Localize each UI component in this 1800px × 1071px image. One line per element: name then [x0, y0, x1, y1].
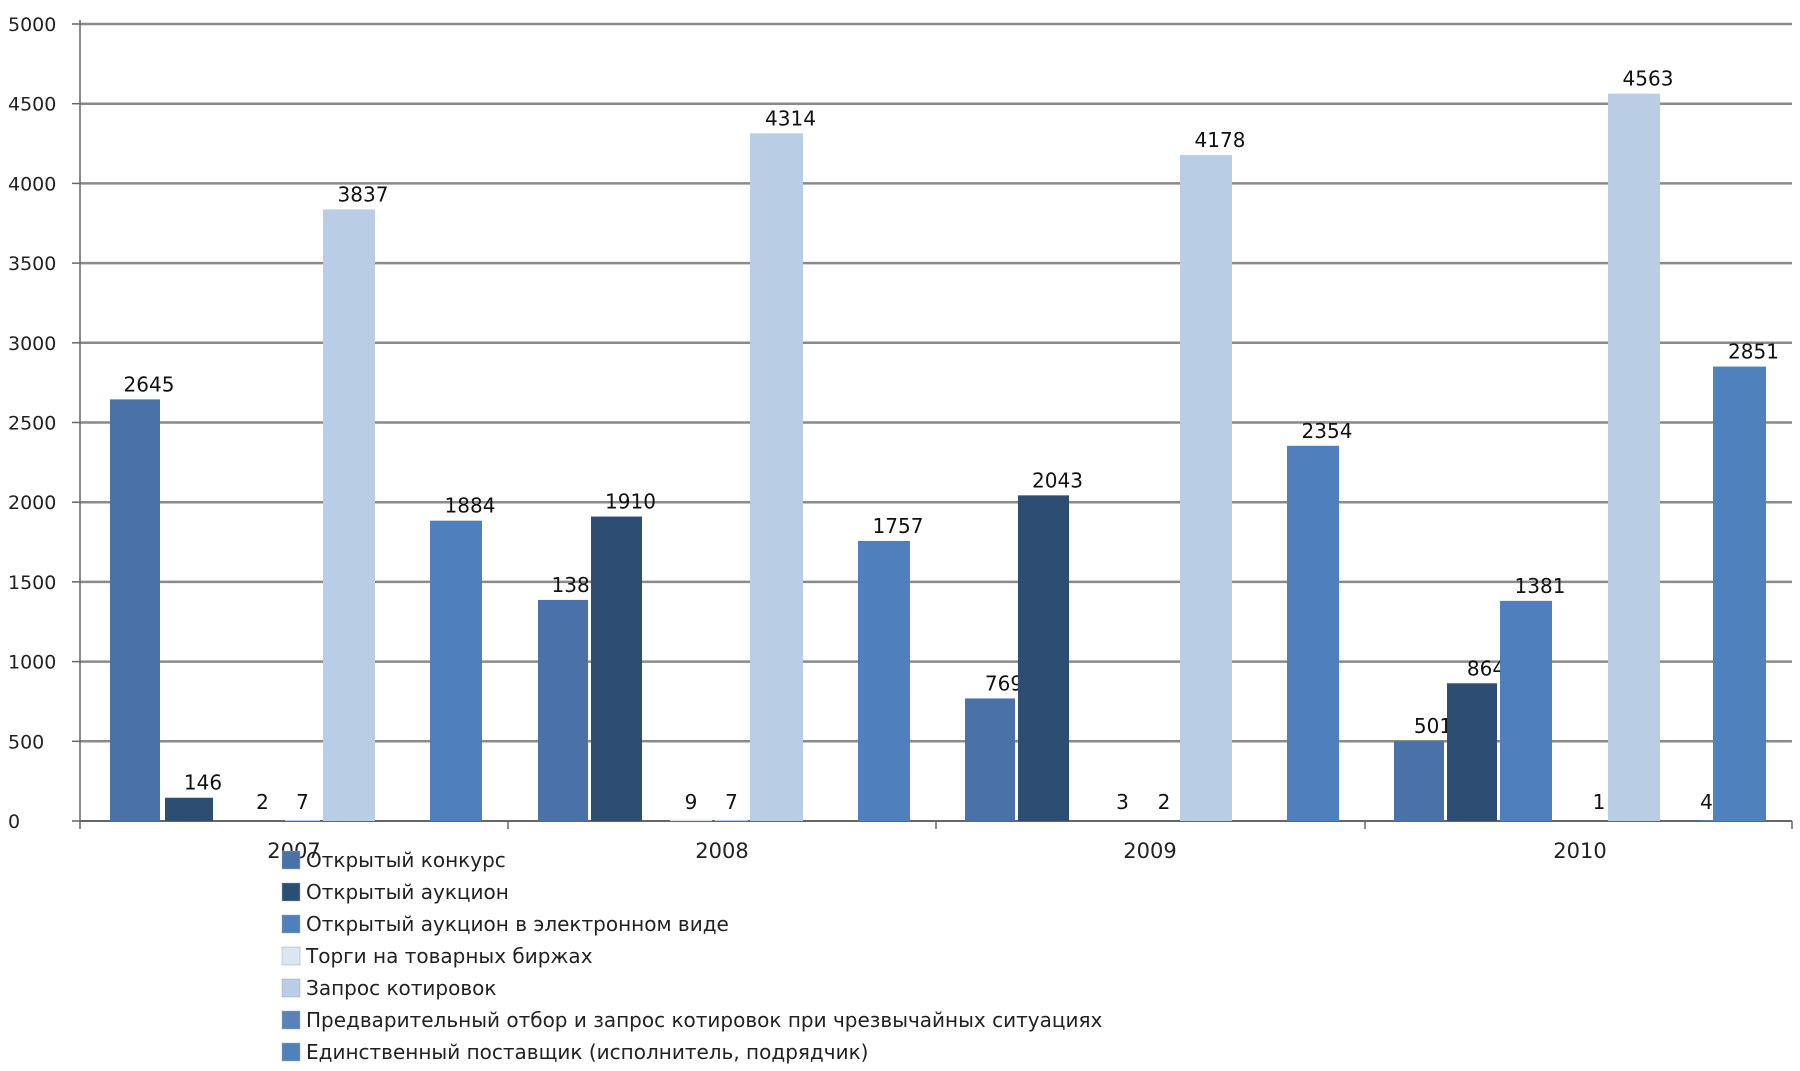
data-label: 9	[685, 790, 698, 814]
data-label: 4563	[1623, 67, 1674, 91]
data-label: 501	[1414, 714, 1452, 738]
legend-swatch	[281, 882, 301, 902]
legend-label: Торги на товарных биржах	[305, 944, 593, 968]
bar	[1500, 600, 1552, 821]
x-tick-label: 2009	[1123, 839, 1176, 863]
data-label: 4314	[765, 106, 816, 130]
y-tick-label: 0	[8, 811, 20, 833]
data-label: 2851	[1728, 340, 1779, 364]
y-tick-label: 2000	[8, 492, 56, 514]
data-label: 1381	[1515, 574, 1566, 598]
bar	[1447, 683, 1497, 821]
data-label: 864	[1467, 656, 1505, 680]
data-label: 4178	[1195, 128, 1246, 152]
y-tick-label: 5000	[8, 14, 56, 36]
data-label: 3837	[338, 182, 389, 206]
bar	[1018, 495, 1069, 821]
data-label: 146	[184, 771, 222, 795]
bar	[110, 399, 160, 821]
bar	[1287, 445, 1339, 821]
legend-swatch	[281, 1010, 301, 1030]
legend-swatch	[281, 850, 301, 870]
legend-label: Открытый аукцион	[306, 880, 509, 904]
bar	[591, 516, 642, 821]
legend-swatch	[281, 978, 301, 998]
y-tick-label: 3000	[8, 333, 56, 355]
data-label: 4	[1700, 790, 1713, 814]
data-label: 1884	[445, 494, 496, 518]
legend-swatch	[281, 1042, 301, 1062]
y-tick-label: 3500	[8, 253, 56, 275]
y-tick-label: 2500	[8, 413, 56, 435]
y-tick-label: 4000	[8, 173, 56, 195]
data-label: 769	[985, 671, 1023, 695]
legend-label: Открытый аукцион в электронном виде	[306, 912, 729, 936]
data-label: 2043	[1032, 468, 1083, 492]
legend-swatch	[281, 946, 301, 966]
bar	[165, 797, 213, 821]
data-label: 7	[725, 790, 738, 814]
data-label: 1757	[873, 514, 924, 538]
bar	[430, 520, 482, 821]
x-tick-label: 2010	[1553, 839, 1606, 863]
y-tick-label: 500	[8, 731, 44, 753]
data-label: 2	[256, 790, 269, 814]
data-label: 3	[1116, 790, 1129, 814]
x-tick-label: 2008	[695, 839, 748, 863]
data-label: 1910	[605, 490, 656, 514]
legend-label: Запрос котировок	[306, 976, 496, 1000]
bar	[1700, 820, 1713, 821]
data-label: 2645	[124, 372, 175, 396]
legend-label: Открытый конкурс	[306, 848, 506, 872]
bar	[285, 819, 320, 821]
data-label: 2354	[1302, 419, 1353, 443]
bar	[1394, 741, 1444, 821]
bar	[538, 599, 588, 821]
bar	[750, 133, 803, 822]
bar	[965, 698, 1015, 821]
legend-label: Предварительный отбор и запрос котировок…	[306, 1008, 1102, 1032]
bar	[858, 540, 910, 821]
data-label: 1	[1593, 790, 1606, 814]
bar	[670, 819, 712, 821]
bar	[1713, 366, 1766, 821]
y-tick-label: 4500	[8, 94, 56, 116]
y-tick-label: 1500	[8, 572, 56, 594]
bar	[1180, 155, 1232, 821]
legend-label: Единственный поставщик (исполнитель, под…	[306, 1040, 868, 1064]
legend-swatch	[281, 914, 301, 934]
y-tick-label: 1000	[8, 652, 56, 674]
bar	[1608, 93, 1660, 822]
data-label: 2	[1158, 790, 1171, 814]
bar	[323, 209, 375, 821]
data-label: 7	[296, 790, 309, 814]
bar	[715, 819, 748, 821]
